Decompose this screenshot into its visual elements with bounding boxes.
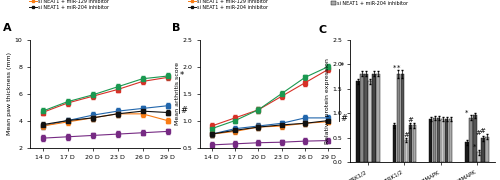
Text: *: * — [340, 62, 344, 71]
Text: *: * — [465, 109, 468, 116]
Y-axis label: Mean arthritis score: Mean arthritis score — [174, 62, 180, 125]
Legend: inhibitor NC, miR-129 inhibitor, miR-204 inhibitor, si NEAT1 + inhibitor NC, si : inhibitor NC, miR-129 inhibitor, miR-204… — [330, 0, 408, 6]
Text: *: * — [180, 71, 184, 80]
Bar — [404, 140, 408, 162]
Bar — [473, 116, 476, 162]
Text: *: * — [473, 144, 476, 150]
Bar — [372, 74, 376, 162]
Bar — [400, 74, 404, 162]
Legend: inhibitor NC, miR-129 inhibitor, miR-204 inhibitor, si NEAT1 + inhibitor NC, si : inhibitor NC, miR-129 inhibitor, miR-204… — [30, 0, 110, 10]
Bar — [396, 74, 400, 162]
Bar — [445, 119, 448, 162]
Bar — [465, 142, 468, 162]
Bar — [477, 152, 480, 162]
Text: #: # — [404, 132, 409, 138]
Bar — [412, 125, 416, 162]
Text: B: B — [172, 23, 180, 33]
Bar — [433, 118, 436, 162]
Bar — [392, 125, 396, 162]
Text: #: # — [408, 117, 414, 123]
Text: *: * — [396, 65, 400, 71]
Text: *: * — [392, 65, 396, 71]
Bar — [429, 119, 432, 162]
Text: #: # — [340, 114, 347, 123]
Bar — [376, 74, 380, 162]
Bar — [485, 137, 488, 162]
Bar — [364, 74, 368, 162]
Y-axis label: Mean paw thickness (mm): Mean paw thickness (mm) — [7, 52, 12, 135]
Text: C: C — [318, 26, 326, 35]
Bar — [437, 118, 440, 162]
Text: #: # — [480, 128, 486, 134]
Bar — [449, 119, 452, 162]
Text: A: A — [3, 23, 12, 33]
Bar — [469, 118, 472, 162]
Legend: inhibitor NC, miR-204 inhibitor, miR-129 inhibitor, si NEAT1 + inhibitor NC, si : inhibitor NC, miR-204 inhibitor, miR-129… — [188, 0, 268, 10]
Bar — [481, 138, 484, 162]
Bar — [368, 81, 372, 162]
Bar — [441, 119, 444, 162]
Bar — [356, 81, 360, 162]
Text: #: # — [476, 130, 482, 136]
Bar — [408, 125, 412, 162]
Bar — [360, 74, 364, 162]
Y-axis label: Relative protein expression: Relative protein expression — [324, 58, 330, 144]
Text: #: # — [180, 106, 187, 115]
